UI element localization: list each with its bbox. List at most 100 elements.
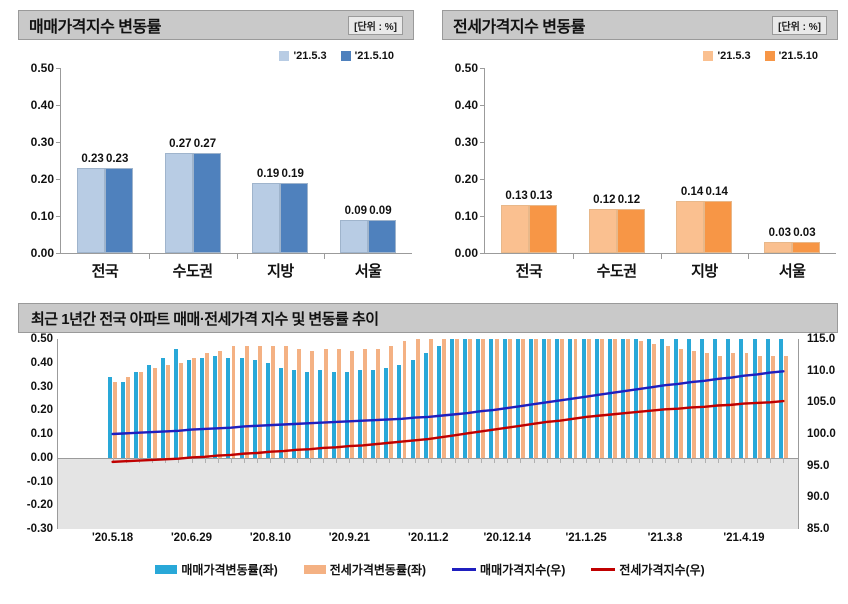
bar-value-label: 0.23 <box>105 152 129 165</box>
sale-rate-bar <box>515 339 520 458</box>
bar-value-label: 0.27 <box>169 138 192 151</box>
x-tick-mark <box>572 254 574 259</box>
legend-label: '21.5.3 <box>717 50 751 62</box>
sale-rate-bar <box>371 369 376 458</box>
jeonse-rate-bar <box>534 339 539 458</box>
jeonse-rate-bar <box>481 339 486 458</box>
left-y-tick-label: 0.30 <box>30 380 53 393</box>
left-axis-line <box>57 339 58 529</box>
jeonse-bar-chart: 0.50 0.40 0.30 0.20 0.10 0.00 0.13 0.13 0.12 0.1… <box>442 61 842 283</box>
negative-region-band <box>58 457 798 529</box>
left-y-tick-label: -0.20 <box>26 499 53 512</box>
x-tick-mark <box>757 457 759 463</box>
jeonse-panel-header: 전세가격지수 변동률 [단위 : %] <box>442 10 838 40</box>
y-tick-mark <box>56 68 60 69</box>
x-axis-date-label: '20.5.18 <box>92 532 134 544</box>
x-axis-date-label: '21.3.8 <box>647 532 683 544</box>
bar-value-label: 0.09 <box>369 204 392 217</box>
jeonse-rate-bar <box>192 358 197 458</box>
bar-value-label: 0.03 <box>768 226 792 239</box>
sale-rate-bar <box>305 372 310 458</box>
bar <box>192 153 221 253</box>
category-label: 수도권 <box>172 263 213 280</box>
sale-rate-bar <box>502 339 507 458</box>
y-tick-label: 0.20 <box>30 172 54 186</box>
trend-panel-title: 최근 1년간 전국 아파트 매매·전세가격 지수 및 변동률 추이 <box>31 310 379 328</box>
x-tick-mark <box>507 457 509 463</box>
y-tick-label: 0.40 <box>30 98 54 112</box>
jeonse-rate-bar <box>639 341 644 458</box>
bar-value-label: 0.14 <box>705 186 728 199</box>
bar-value-label: 0.13 <box>505 189 528 202</box>
jeonse-rate-bar <box>376 348 381 458</box>
x-tick-mark <box>178 457 180 463</box>
bar <box>76 167 105 253</box>
sale-rate-bar <box>673 339 678 458</box>
y-tick-label: 0.30 <box>454 135 478 149</box>
sale-rate-bar <box>410 360 415 458</box>
sale-rate-bar <box>542 339 547 458</box>
legend-swatch-icon <box>303 565 326 574</box>
right-y-tick-label: 90.0 <box>807 491 830 504</box>
y-axis-labels: 0.50 0.40 0.30 0.20 0.10 0.00 <box>442 61 480 260</box>
jeonse-rate-bar <box>428 339 433 458</box>
y-axis-labels: 0.50 0.40 0.30 0.20 0.10 0.00 <box>18 61 56 260</box>
legend-label: '21.5.3 <box>293 50 327 62</box>
jeonse-rate-bar <box>389 346 394 458</box>
category-labels: 전국 수도권 지방 서울 <box>485 260 836 281</box>
sale-rate-bar <box>765 339 770 458</box>
bar-groups: 0.13 0.13 0.12 0.12 0.14 0.14 0.03 0.03 <box>485 68 836 253</box>
x-tick-mark <box>743 457 745 463</box>
sale-rate-bar <box>384 367 389 458</box>
bar <box>588 208 617 253</box>
bar-value-label: 0.14 <box>680 186 704 199</box>
x-tick-mark <box>441 457 443 463</box>
x-axis-date-label: '20.12.14 <box>483 532 531 544</box>
left-y-tick-label: 0.50 <box>30 333 53 345</box>
left-axis-labels: 0.50 0.40 0.30 0.20 0.10 0.00 -0.10 -0.20 -0.30 <box>12 333 56 535</box>
y-tick-label: 0.00 <box>30 246 54 260</box>
jeonse-rate-bar <box>744 353 749 458</box>
right-axis-labels: 115.0 110.0 105.0 100.0 95.0 90.0 85.0 <box>802 333 846 535</box>
x-tick-mark <box>783 457 785 463</box>
sale-rate-bar <box>699 339 704 458</box>
legend-item-jeonse-index: 전세가격지수(우) <box>591 561 705 578</box>
sale-rate-bar <box>186 360 191 458</box>
legend-item-sale-curr: '21.5.10 <box>340 50 394 62</box>
jeonse-rate-bar <box>363 348 368 458</box>
left-y-tick-label: -0.10 <box>26 475 53 488</box>
jeonse-chart-legend: '21.5.3 '21.5.10 <box>432 48 818 64</box>
jeonse-rate-bar <box>652 343 657 458</box>
jeonse-rate-bar <box>323 348 328 458</box>
jeonse-rate-bar <box>297 348 302 458</box>
legend-swatch-icon <box>279 51 290 61</box>
bar-value-label: 0.12 <box>617 193 641 206</box>
trend-panel-header: 최근 1년간 전국 아파트 매매·전세가격 지수 및 변동률 추이 <box>18 303 838 333</box>
right-y-tick-label: 95.0 <box>807 459 830 472</box>
x-tick-mark <box>625 457 627 463</box>
sale-rate-bar <box>279 367 283 458</box>
bar-group: 0.19 0.19 <box>237 68 325 253</box>
x-tick-mark <box>230 457 232 463</box>
category-label: 서울 <box>354 263 382 280</box>
jeonse-rate-bar <box>520 339 525 458</box>
sale-rate-bar <box>726 339 731 458</box>
legend-label: 전세가격지수(우) <box>619 563 705 577</box>
bar-group: 0.27 0.27 <box>149 68 237 253</box>
left-y-tick-label: 0.40 <box>30 356 53 369</box>
legend-item-sale-rate: 매매가격변동률(좌) <box>155 561 278 578</box>
legend-label: 매매가격변동률(좌) <box>181 563 278 577</box>
sale-rate-bar <box>252 360 257 458</box>
sale-rate-bar <box>357 369 362 458</box>
y-tick-label: 0.10 <box>454 209 478 223</box>
x-tick-mark <box>375 457 377 463</box>
jeonse-rate-bar <box>284 346 289 458</box>
bar-value-label: 0.03 <box>793 226 816 239</box>
sale-rate-bar <box>344 372 349 458</box>
sale-rate-bar <box>739 339 744 458</box>
x-tick-mark <box>257 457 259 463</box>
x-tick-mark <box>612 457 614 463</box>
right-axis-line <box>798 339 799 529</box>
right-y-tick-label: 85.0 <box>807 523 830 535</box>
